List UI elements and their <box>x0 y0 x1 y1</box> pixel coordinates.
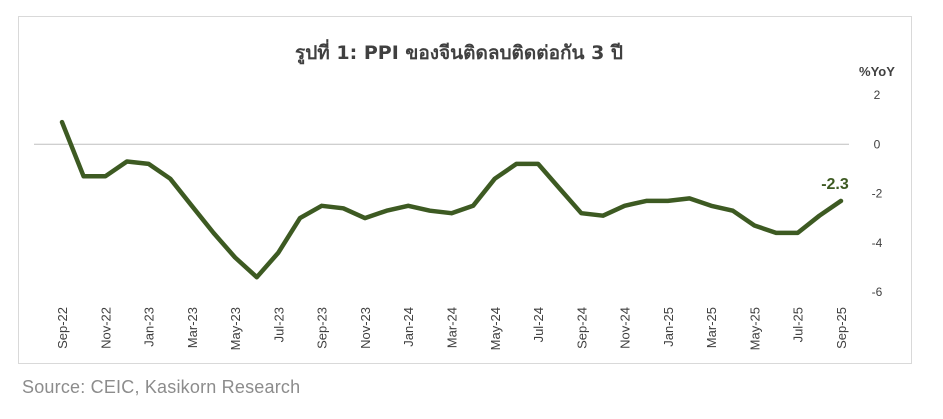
x-tick-label: Nov-24 <box>618 307 633 349</box>
x-tick-label: Jul-25 <box>791 307 806 342</box>
x-tick-label: Jul-24 <box>531 307 546 342</box>
x-tick-label: Sep-22 <box>55 307 70 349</box>
x-tick-label: Jan-25 <box>661 307 676 347</box>
y-tick-label: -4 <box>872 236 883 250</box>
x-tick-label: Sep-24 <box>574 307 589 349</box>
ppi-series-line <box>59 119 844 280</box>
annotations: -2.3 <box>821 176 849 193</box>
x-tick-label: Jan-24 <box>401 307 416 347</box>
x-tick-label: May-23 <box>228 307 243 350</box>
series-group <box>59 119 844 280</box>
last-value-label: -2.3 <box>821 176 849 193</box>
x-tick-label: Sep-25 <box>834 307 849 349</box>
chart-frame: รูปที่ 1: PPI ของจีนติดลบติดต่อกัน 3 ปี … <box>18 16 912 364</box>
x-tick-label: Jan-23 <box>142 307 157 347</box>
ppi-line-chart: รูปที่ 1: PPI ของจีนติดลบติดต่อกัน 3 ปี … <box>34 39 895 350</box>
y-tick-label: -2 <box>872 187 883 201</box>
x-tick-label: Mar-24 <box>445 307 460 348</box>
x-tick-label: Nov-23 <box>358 307 373 349</box>
y-axis-label: %YoY <box>859 64 895 79</box>
x-tick-label: Sep-23 <box>315 307 330 349</box>
y-tick-label: 0 <box>874 137 881 151</box>
x-tick-label: May-25 <box>747 307 762 350</box>
x-tick-label: Nov-22 <box>98 307 113 349</box>
x-tick-label: Mar-25 <box>704 307 719 348</box>
y-tick-label: 2 <box>874 88 881 102</box>
x-tick-label: Jul-23 <box>271 307 286 342</box>
x-tick-label: Mar-23 <box>185 307 200 348</box>
y-tick-label: -6 <box>872 285 883 299</box>
y-tick-labels: 2 0 -2 -4 -6 <box>872 88 883 299</box>
x-tick-label: May-24 <box>488 307 503 350</box>
chart-title: รูปที่ 1: PPI ของจีนติดลบติดต่อกัน 3 ปี <box>295 39 623 65</box>
source-note: Source: CEIC, Kasikorn Research <box>22 377 301 397</box>
x-tick-labels: Sep-22 Nov-22 Jan-23 Mar-23 May-23 Jul-23 Sep-… <box>55 307 849 350</box>
